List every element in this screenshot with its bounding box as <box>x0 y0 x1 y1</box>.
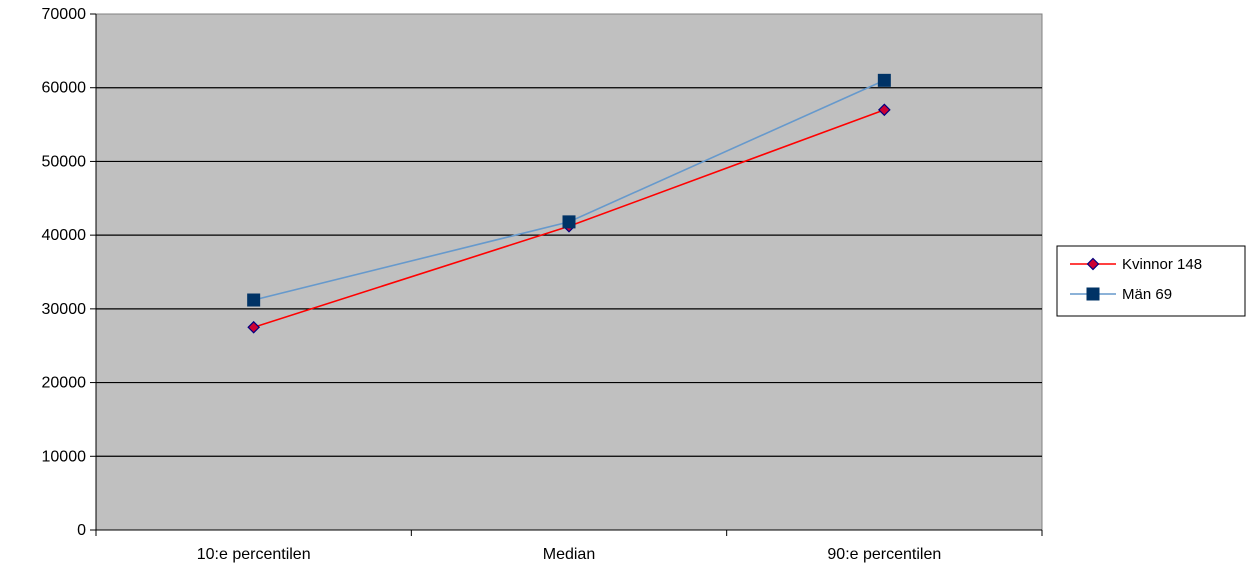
legend: Kvinnor 148 Män 69 <box>1056 245 1246 317</box>
data-point <box>247 293 261 307</box>
x-tick-label: 90:e percentilen <box>827 546 941 563</box>
x-tick-label: Median <box>543 546 595 563</box>
plot-area <box>95 13 1043 531</box>
data-point <box>562 215 576 229</box>
legend-marker <box>1086 287 1100 301</box>
axes: 0 10000 20000 30000 40000 50000 60000 70000 10:e… <box>42 6 1043 563</box>
legend-box <box>1056 245 1246 317</box>
series-2 <box>247 73 891 307</box>
series-group <box>247 73 891 334</box>
data-point <box>247 320 261 334</box>
y-tick-label: 70000 <box>42 6 87 23</box>
y-tick-label: 30000 <box>42 301 87 318</box>
x-tick-label: 10:e percentilen <box>197 546 311 563</box>
data-point <box>877 73 891 87</box>
y-tick-label: 60000 <box>42 80 87 97</box>
y-tick-label: 20000 <box>42 375 87 392</box>
legend-label: Kvinnor 148 <box>1122 256 1202 273</box>
data-point <box>877 103 891 117</box>
y-tick-label: 10000 <box>42 448 87 465</box>
gridlines <box>96 87 1042 457</box>
legend-marker <box>1086 257 1100 271</box>
y-tick-label: 50000 <box>42 153 87 170</box>
y-tick-label: 0 <box>77 522 86 539</box>
legend-item: Kvinnor 148 <box>1070 256 1202 273</box>
legend-item: Män 69 <box>1070 286 1172 303</box>
y-tick-label: 40000 <box>42 227 87 244</box>
legend-label: Män 69 <box>1122 286 1172 303</box>
